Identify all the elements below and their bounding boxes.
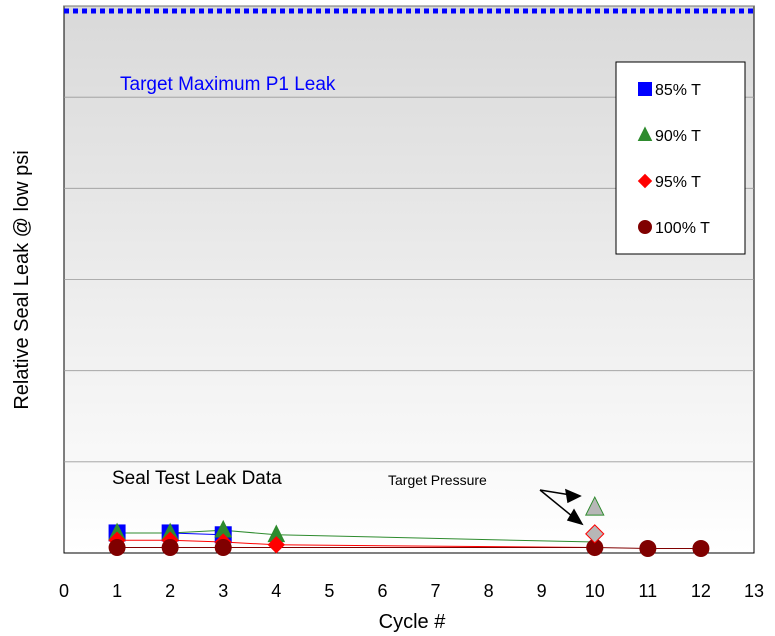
grid-lines (64, 5, 754, 463)
legend-marker (638, 220, 652, 234)
legend-label: 90% T (655, 128, 701, 145)
legend-label: 85% T (655, 82, 701, 99)
x-tick-label: 1 (112, 581, 122, 601)
x-tick-label: 0 (59, 581, 69, 601)
data-point (639, 539, 657, 557)
x-tick-label: 9 (537, 581, 547, 601)
x-tick-label: 10 (585, 581, 605, 601)
target-pressure-arrows (539, 488, 584, 526)
x-tick-label: 2 (165, 581, 175, 601)
target-line-label: Target Maximum P1 Leak (120, 74, 336, 95)
x-tick-label: 4 (271, 581, 281, 601)
data-point (214, 539, 232, 557)
seal-test-annotation: Seal Test Leak Data (112, 468, 282, 489)
x-tick-label: 3 (218, 581, 228, 601)
x-tick-label: 13 (744, 581, 764, 601)
data-point (161, 539, 179, 557)
target-pressure-point (584, 495, 605, 516)
series-markers (108, 495, 710, 557)
target-pressure-point (585, 524, 605, 544)
x-tick-label: 5 (324, 581, 334, 601)
legend: 85% T 90% T 95% T 100% T (615, 61, 746, 255)
legend-label: 95% T (655, 174, 701, 191)
legend-marker (637, 173, 653, 189)
data-point (692, 539, 710, 557)
y-axis-label: Relative Seal Leak @ low psi (11, 150, 33, 409)
x-tick-label: 11 (639, 581, 658, 601)
legend-marker (638, 82, 652, 96)
x-tick-label: 8 (484, 581, 494, 601)
legend-box (615, 61, 746, 255)
x-axis-label: Cycle # (379, 611, 447, 633)
data-point (267, 536, 286, 554)
series-line (117, 547, 701, 549)
x-tick-label: 12 (691, 581, 711, 601)
data-point (108, 539, 126, 557)
x-tick-label: 7 (431, 581, 441, 601)
target-pressure-annotation: Target Pressure (388, 472, 487, 488)
x-tick-labels: 0 1 2 3 4 5 6 7 8 9 10 11 12 13 (59, 581, 764, 601)
legend-marker (637, 126, 653, 142)
x-tick-label: 6 (377, 581, 387, 601)
legend-label: 100% T (655, 220, 710, 237)
